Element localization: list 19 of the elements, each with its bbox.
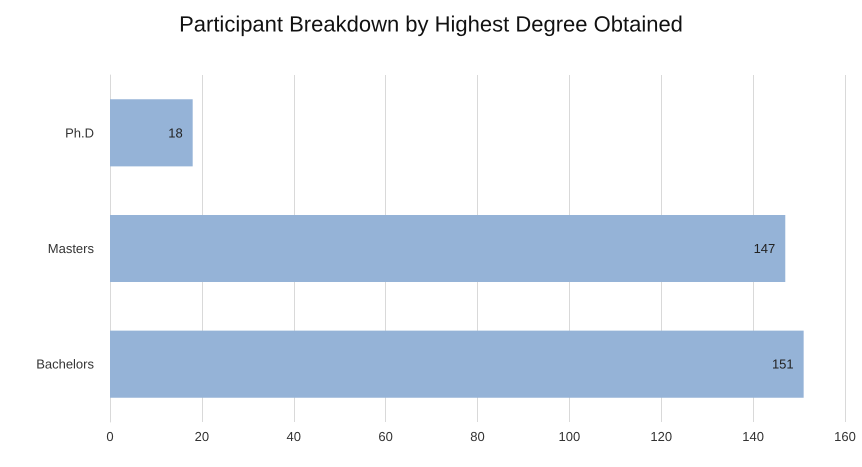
x-tick-label: 40	[286, 429, 301, 444]
x-tick-label: 100	[558, 429, 580, 444]
y-tick-label: Bachelors	[36, 356, 94, 372]
x-tick-label: 20	[194, 429, 210, 444]
bar	[110, 214, 786, 282]
y-tick-label: Ph.D	[65, 125, 94, 140]
x-tick-label: 160	[834, 429, 856, 444]
x-tick-label: 140	[742, 429, 764, 444]
data-label: 151	[772, 356, 794, 372]
x-tick-label: 60	[378, 429, 393, 444]
x-tick-label: 120	[650, 429, 672, 444]
bar	[110, 99, 193, 166]
data-label: 18	[168, 125, 183, 140]
data-label: 147	[754, 241, 776, 256]
x-tick-label: 80	[470, 429, 485, 444]
x-tick-label: 0	[106, 429, 114, 444]
y-tick-label: Masters	[48, 241, 94, 256]
bar	[110, 330, 804, 398]
chart-title: Participant Breakdown by Highest Degree Obtained	[179, 12, 683, 36]
